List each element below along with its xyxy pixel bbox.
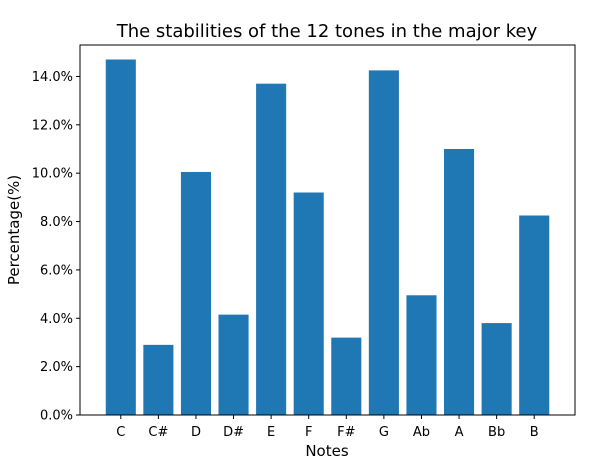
y-axis-label: Percentage(%) [5, 175, 23, 285]
y-tick-label: 2.0% [40, 360, 73, 375]
bar-G [368, 70, 399, 415]
x-tick-label: C# [148, 425, 168, 440]
bar-D [180, 171, 211, 415]
chart-title: The stabilities of the 12 tones in the m… [116, 21, 538, 42]
x-tick-label: G [379, 425, 389, 440]
x-tick-label: C [116, 425, 125, 440]
x-tick-label: A [455, 425, 464, 440]
y-tick-label: 12.0% [32, 118, 73, 133]
bar-E [256, 83, 287, 415]
x-tick-label: Bb [488, 425, 505, 440]
y-tick-label: 10.0% [32, 167, 73, 182]
bar-Bb [481, 323, 512, 415]
y-tick-label: 14.0% [32, 70, 73, 85]
x-axis-label: Notes [305, 442, 349, 460]
x-tick-label: F# [337, 425, 355, 440]
bar-F# [331, 337, 362, 415]
plot-frame [79, 44, 576, 416]
x-tick-label: D [191, 425, 201, 440]
bar-A [444, 148, 475, 416]
bar-C# [143, 344, 174, 415]
y-tick-label: 6.0% [40, 263, 73, 278]
x-tick-label: F [305, 425, 312, 440]
x-tick-label: E [267, 425, 275, 440]
y-tick-label: 0.0% [40, 409, 73, 424]
bar-C [105, 59, 136, 415]
bars-group [105, 59, 550, 416]
x-axis: C C# D D# E F F# G Ab A Bb B [116, 415, 539, 440]
bar-Ab [406, 295, 437, 415]
y-tick-label: 4.0% [40, 312, 73, 327]
x-tick-label: D# [223, 425, 244, 440]
y-axis: 0.0% 2.0% 4.0% 6.0% 8.0% 10.0% 12.0% 14.0% [32, 70, 80, 424]
x-tick-label: B [530, 425, 539, 440]
x-tick-label: Ab [413, 425, 430, 440]
bar-F [293, 192, 324, 415]
y-tick-label: 8.0% [40, 215, 73, 230]
bar-D# [218, 314, 249, 415]
bar-B [519, 215, 550, 415]
